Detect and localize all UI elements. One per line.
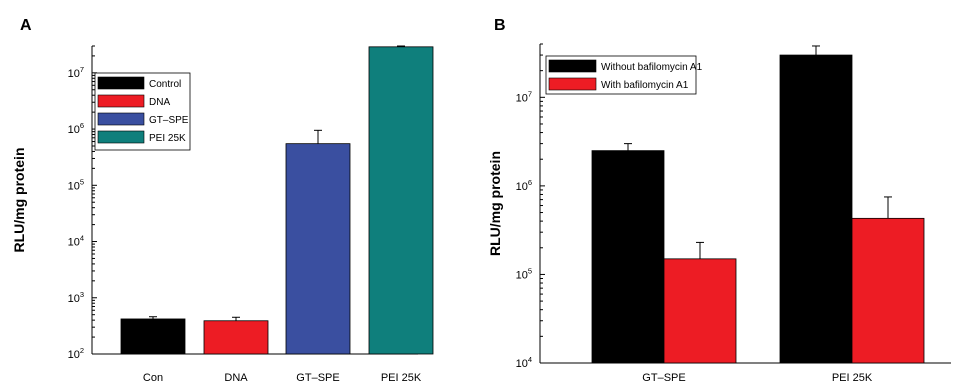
legend-swatch: [548, 59, 597, 73]
bar-gt-spe-without: [591, 150, 665, 364]
legend-swatch: [97, 76, 145, 90]
bar-pei-25k-with: [851, 217, 925, 364]
x-tick-label: DNA: [224, 372, 248, 384]
legend-label: PEI 25K: [149, 133, 186, 144]
y-axis-label: RLU/mg protein: [487, 151, 503, 256]
legend-label: With bafilomycin A1: [601, 80, 689, 91]
x-tick-label: PEI 25K: [381, 372, 422, 384]
x-tick-label: Con: [143, 372, 163, 384]
bar-gt-spe: [285, 143, 351, 355]
panel-a: A RLU/mg protein 102 103 104 105 106 107 Con DNA G…: [11, 17, 434, 384]
panel-letter: B: [494, 17, 506, 34]
legend-label: Without bafilomycin A1: [601, 62, 703, 73]
legend-label: DNA: [149, 97, 170, 108]
x-tick-label: GT–SPE: [642, 372, 685, 384]
legend-swatch: [97, 94, 145, 108]
y-tick-label: 107: [68, 65, 84, 80]
y-tick-label: 104: [516, 355, 532, 370]
legend-label: GT–SPE: [149, 115, 189, 126]
y-tick-label: 106: [516, 178, 532, 193]
x-tick-label: GT–SPE: [296, 372, 339, 384]
y-tick-label: 105: [68, 177, 84, 192]
legend: Control DNA GT–SPE PEI 25K: [94, 72, 191, 151]
x-tick-label: PEI 25K: [832, 372, 873, 384]
bar-pei-25k-without: [779, 54, 853, 364]
bar-gt-spe-with: [663, 258, 737, 364]
legend-swatch: [97, 112, 145, 126]
y-tick-label: 104: [68, 234, 84, 249]
legend-swatch: [548, 77, 597, 91]
legend: Without bafilomycin A1 With bafilomycin A…: [545, 55, 703, 95]
bar-pei-25k: [368, 46, 434, 355]
y-tick-label: 105: [516, 266, 532, 281]
y-tick-label: 106: [68, 121, 84, 136]
y-axis-label: RLU/mg protein: [11, 148, 27, 253]
panel-letter: A: [20, 17, 32, 34]
legend-swatch: [97, 130, 145, 144]
panel-b: B RLU/mg protein 104 105 106 107 GT–SPE PEI 25K…: [487, 17, 951, 384]
bar-dna: [203, 320, 269, 355]
y-tick-label: 102: [68, 346, 84, 361]
legend-label: Control: [149, 79, 181, 90]
bar-con: [120, 318, 186, 355]
y-tick-label: 107: [516, 89, 532, 104]
y-tick-label: 103: [68, 290, 84, 305]
